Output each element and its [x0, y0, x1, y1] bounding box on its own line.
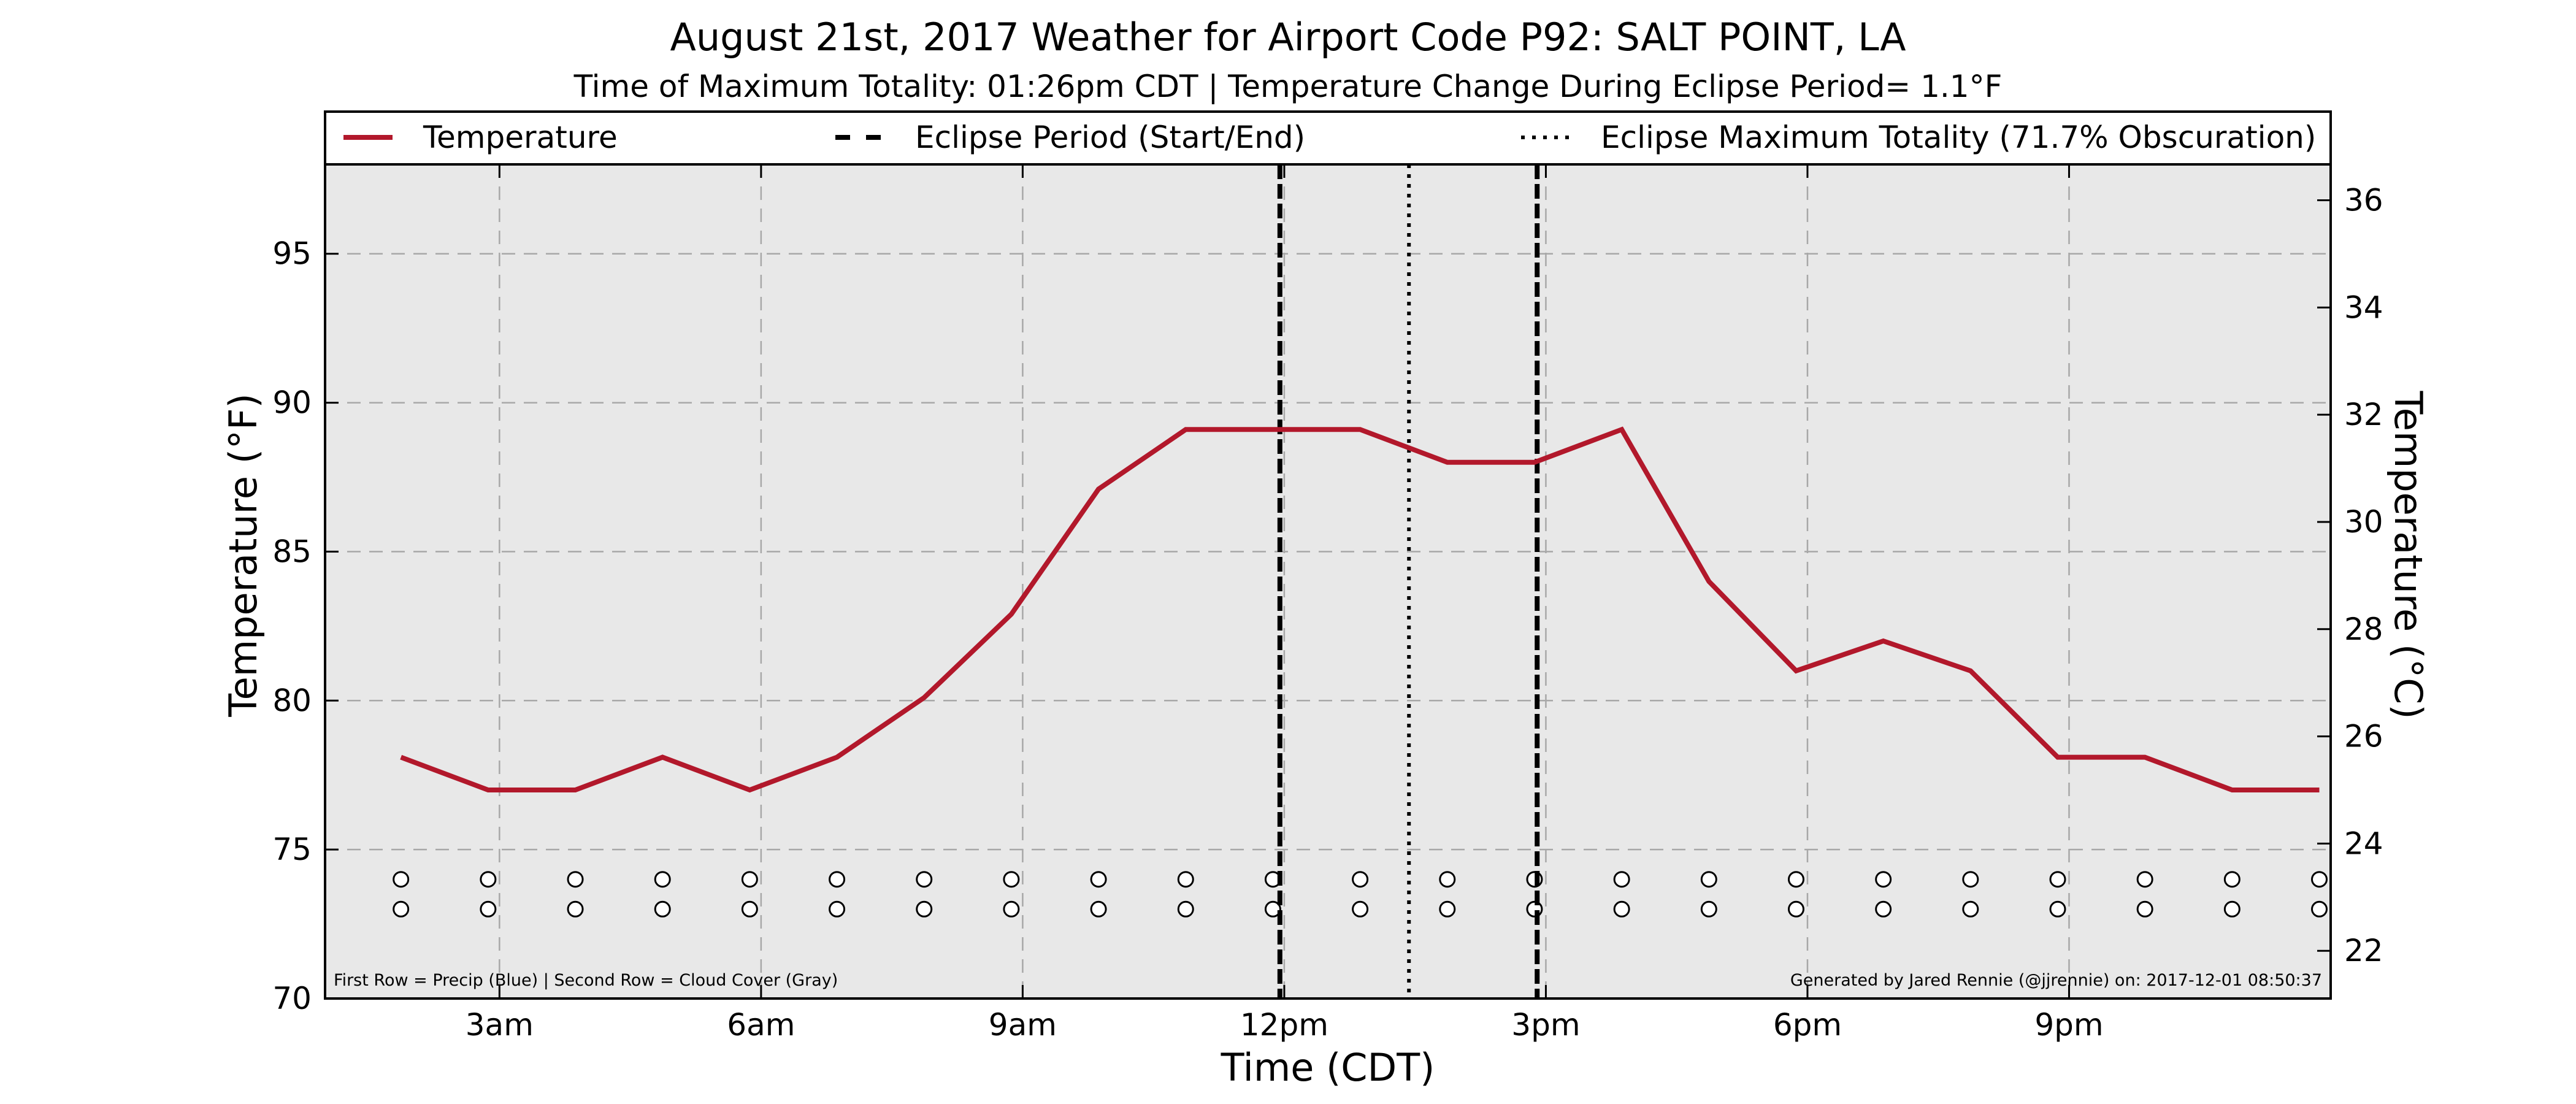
- precip-marker: [916, 871, 933, 888]
- x-tick-label: 9pm: [2034, 1007, 2103, 1043]
- plot-area: [325, 164, 2331, 999]
- y2-tick-label: 26: [2344, 719, 2383, 754]
- footnote-right: Generated by Jared Rennie (@jjrennie) on…: [1790, 971, 2322, 990]
- legend-eclipse-max-label: Eclipse Maximum Totality (71.7% Obscurat…: [1601, 120, 2316, 155]
- legend-eclipse-period-label: Eclipse Period (Start/End): [915, 120, 1305, 155]
- x-tick-label: 3pm: [1511, 1007, 1580, 1043]
- x-tick-label: 3am: [466, 1007, 534, 1043]
- x-tick-label: 6am: [727, 1007, 795, 1043]
- precip-marker: [829, 871, 846, 888]
- marker-rows: [393, 871, 2328, 918]
- cloud-cover-marker: [741, 900, 758, 918]
- precip-marker: [2311, 871, 2328, 888]
- cloud-cover-marker: [1962, 900, 1979, 918]
- precip-marker: [2223, 871, 2241, 888]
- y2-tick-label: 22: [2344, 933, 2383, 968]
- cloud-cover-marker: [393, 900, 410, 918]
- precip-marker: [1526, 871, 1543, 888]
- precip-marker: [1177, 871, 1194, 888]
- y2-tick-label: 28: [2344, 611, 2383, 647]
- y2-tick-label: 30: [2344, 504, 2383, 540]
- plot-frame: [324, 110, 2332, 1000]
- precip-marker: [393, 871, 410, 888]
- precip-marker: [2049, 871, 2066, 888]
- cloud-cover-marker: [2136, 900, 2153, 918]
- x-axis-label: Time (CDT): [1221, 1045, 1435, 1090]
- cloud-cover-marker: [567, 900, 584, 918]
- precip-marker: [480, 871, 497, 888]
- precip-marker: [1700, 871, 1717, 888]
- cloud-cover-marker: [2223, 900, 2241, 918]
- cloud-cover-marker: [1090, 900, 1107, 918]
- precip-marker: [1352, 871, 1369, 888]
- y2-axis-ticks: 22 24 26 28 30 32 34 36: [2317, 183, 2383, 968]
- precip-marker: [1875, 871, 1892, 888]
- cloud-cover-marker: [1003, 900, 1020, 918]
- y-tick-label: 90: [272, 385, 312, 421]
- y-tick-label: 80: [272, 683, 312, 718]
- legend-temperature-label: Temperature: [423, 120, 618, 155]
- cloud-cover-marker: [1787, 900, 1804, 918]
- cloud-cover-marker: [1700, 900, 1717, 918]
- footnote-left: First Row = Precip (Blue) | Second Row =…: [334, 971, 838, 990]
- precip-marker: [2136, 871, 2153, 888]
- precip-marker: [1613, 871, 1630, 888]
- chart-subtitle: Time of Maximum Totality: 01:26pm CDT | …: [573, 69, 2003, 104]
- cloud-cover-marker: [916, 900, 933, 918]
- precip-marker: [1962, 871, 1979, 888]
- cloud-cover-marker: [829, 900, 846, 918]
- cloud-cover-marker: [1439, 900, 1456, 918]
- y2-tick-label: 32: [2344, 397, 2383, 432]
- precip-marker: [1003, 871, 1020, 888]
- y2-axis-label: Temperature (°C): [2386, 390, 2431, 719]
- precip-marker: [1090, 871, 1107, 888]
- cloud-cover-marker: [2311, 900, 2328, 918]
- y-axis-label: Temperature (°F): [221, 393, 266, 717]
- y-tick-label: 95: [272, 236, 312, 272]
- cloud-cover-marker: [1177, 900, 1194, 918]
- cloud-cover-marker: [1264, 900, 1281, 918]
- y-axis-ticks: 70 75 80 85 90 95: [272, 236, 339, 1016]
- y2-tick-label: 34: [2344, 289, 2383, 325]
- y-tick-label: 75: [272, 832, 312, 867]
- x-tick-label: 6pm: [1773, 1007, 1842, 1043]
- eclipse-lines: [1277, 164, 1540, 999]
- cloud-cover-marker: [480, 900, 497, 918]
- precip-marker: [1439, 871, 1456, 888]
- cloud-cover-marker: [654, 900, 671, 918]
- precip-marker: [654, 871, 671, 888]
- cloud-cover-marker: [2049, 900, 2066, 918]
- y2-tick-label: 36: [2344, 183, 2383, 218]
- cloud-cover-marker: [1875, 900, 1892, 918]
- x-tick-label: 9am: [989, 1007, 1057, 1043]
- precip-marker: [741, 871, 758, 888]
- precip-marker: [1787, 871, 1804, 888]
- chart-title: August 21st, 2017 Weather for Airport Co…: [670, 15, 1906, 59]
- cloud-cover-marker: [1352, 900, 1369, 918]
- y-tick-label: 70: [272, 981, 312, 1016]
- precip-marker: [567, 871, 584, 888]
- grid-lines: [325, 164, 2331, 999]
- x-axis-ticks: 3am 6am 9am 12pm 3pm 6pm 9pm: [466, 164, 2104, 1043]
- x-tick-label: 12pm: [1240, 1007, 1328, 1043]
- y2-tick-label: 24: [2344, 826, 2383, 861]
- cloud-cover-marker: [1613, 900, 1630, 918]
- temperature-series-line: [400, 426, 2320, 793]
- cloud-cover-marker: [1526, 900, 1543, 918]
- y-tick-label: 85: [272, 534, 312, 569]
